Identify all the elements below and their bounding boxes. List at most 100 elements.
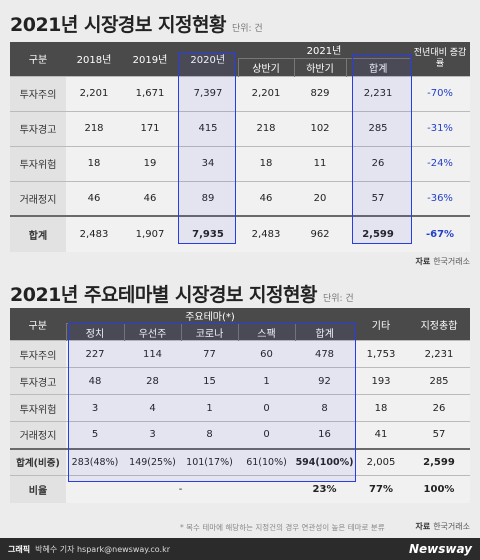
header-category: 구분 [10, 42, 66, 76]
sum-label: 합계(비중) [10, 447, 66, 476]
cell-change: -24% [410, 145, 471, 181]
footer-bar: 그래픽 박혜수 기자 hspark@newsway.co.kr Newsway [0, 538, 480, 560]
table-row: 투자경고 218 171 415 218 102 285 -31% [10, 110, 471, 146]
cell-politics: 3 [66, 394, 124, 422]
cell-2019: 1,671 [122, 75, 178, 111]
sum-corona: 101(17%) [181, 447, 238, 476]
cell-2018: 2,201 [66, 75, 122, 111]
table-row: 투자주의 227 114 77 60 478 1,753 2,231 [10, 340, 470, 368]
sum-spac: 61(10%) [238, 447, 295, 476]
header-2021: 2021년 [238, 42, 411, 58]
table2-header-row-bottom: 정치 우선주 코로나 스팩 합계 [10, 323, 470, 341]
section2-title: 2021년 주요테마별 시장경보 지정현황 단위: 건 [10, 280, 354, 307]
theme-alert-table: 구분 주요테마(*) 기타 지정총합 정치 우선주 코로나 스팩 합계 투자주의… [10, 308, 470, 503]
cell-2019: 19 [122, 145, 178, 181]
row-label: 투자경고 [10, 367, 66, 395]
header-politics: 정치 [65, 323, 124, 341]
cell-h2: 20 [294, 180, 346, 216]
cell-subtotal: 8 [295, 394, 354, 422]
section1-source: 자료 한국거래소 [415, 256, 470, 267]
sum-label: 합계 [10, 215, 66, 252]
cell-2020: 34 [178, 145, 238, 181]
cell-preferred-stock: 28 [124, 367, 181, 395]
cell-total: 2,231 [346, 75, 411, 111]
table-row: 투자경고 48 28 15 1 92 193 285 [10, 367, 470, 395]
table-row: 투자위험 18 19 34 18 11 26 -24% [10, 145, 471, 181]
section1-unit: 단위: 건 [231, 24, 263, 34]
cell-2018: 218 [66, 110, 122, 146]
cell-h2: 829 [294, 75, 346, 111]
header-2019: 2019년 [122, 42, 178, 76]
cell-2020: 7,397 [178, 75, 238, 111]
cell-corona: 77 [181, 340, 238, 368]
footer-credit-label: 그래픽 [8, 544, 31, 554]
header-other: 기타 [354, 308, 408, 341]
source-text: 한국거래소 [433, 257, 470, 266]
brand-logo: Newsway [408, 542, 472, 556]
row-label: 투자주의 [10, 340, 66, 368]
cell-2019: 171 [122, 110, 178, 146]
header-total: 합계 [345, 57, 411, 76]
header-preferred-stock: 우선주 [123, 323, 181, 341]
cell-corona: 8 [181, 421, 238, 449]
sum-2019: 1,907 [122, 215, 178, 252]
cell-total: 57 [346, 180, 411, 216]
cell-politics: 5 [66, 421, 124, 449]
cell-grand-total: 2,231 [408, 340, 470, 368]
cell-total: 285 [346, 110, 411, 146]
sum-h1: 2,483 [238, 215, 294, 252]
row-label: 투자경고 [10, 110, 66, 146]
sum-subtotal: 594(100%) [295, 447, 354, 476]
section2-footnote: * 복수 테마에 해당하는 지정건의 경우 연관성이 높은 테마로 분류 [180, 523, 385, 532]
cell-politics: 227 [66, 340, 124, 368]
row-label: 투자위험 [10, 394, 66, 422]
cell-total: 26 [346, 145, 411, 181]
cell-subtotal: 92 [295, 367, 354, 395]
cell-h1: 18 [238, 145, 294, 181]
sum-2020: 7,935 [178, 215, 238, 252]
ratio-dash: - [66, 475, 295, 503]
cell-preferred-stock: 114 [124, 340, 181, 368]
row-label: 거래정지 [10, 421, 66, 449]
ratio-label: 비율 [10, 475, 66, 503]
table-sum-row: 합계 2,483 1,907 7,935 2,483 962 2,599 -67… [10, 215, 471, 252]
table-row: 거래정지 46 46 89 46 20 57 -36% [10, 180, 471, 216]
sum-grand-total: 2,599 [408, 447, 470, 476]
row-label: 투자주의 [10, 75, 66, 111]
ratio-subtotal: 23% [295, 475, 354, 503]
table-ratio-row: 비율 - 23% 77% 100% [10, 475, 470, 503]
cell-spac: 60 [238, 340, 295, 368]
cell-corona: 1 [181, 394, 238, 422]
table-row: 투자주의 2,201 1,671 7,397 2,201 829 2,231 -… [10, 75, 471, 111]
cell-preferred-stock: 4 [124, 394, 181, 422]
section1-title: 2021년 시장경보 지정현황 단위: 건 [10, 10, 263, 37]
header-h1: 상반기 [237, 57, 294, 76]
row-label: 투자위험 [10, 145, 66, 181]
header-grand-total: 지정총합 [408, 308, 470, 341]
cell-other: 1,753 [354, 340, 408, 368]
table-row: 거래정지 5 3 8 0 16 41 57 [10, 421, 470, 449]
cell-grand-total: 26 [408, 394, 470, 422]
cell-grand-total: 285 [408, 367, 470, 395]
cell-h2: 102 [294, 110, 346, 146]
cell-spac: 0 [238, 421, 295, 449]
sum-h2: 962 [294, 215, 346, 252]
row-label: 거래정지 [10, 180, 66, 216]
cell-h1: 46 [238, 180, 294, 216]
sum-preferred-stock: 149(25%) [124, 447, 181, 476]
section1-title-text: 2021년 시장경보 지정현황 [10, 14, 226, 36]
ratio-other: 77% [354, 475, 408, 503]
table1-header-row-top: 구분 2018년 2019년 2020년 2021년 전년대비 증감률 [10, 42, 471, 76]
cell-2018: 46 [66, 180, 122, 216]
header-corona: 코로나 [180, 323, 238, 341]
cell-preferred-stock: 3 [124, 421, 181, 449]
source-label: 자료 [415, 257, 431, 266]
header-theme: 주요테마(*) [66, 308, 354, 324]
cell-other: 193 [354, 367, 408, 395]
header-spac: 스팩 [237, 323, 295, 341]
source-label: 자료 [415, 522, 431, 531]
cell-2020: 89 [178, 180, 238, 216]
sum-other: 2,005 [354, 447, 408, 476]
header-change: 전년대비 증감률 [410, 42, 471, 76]
cell-change: -36% [410, 180, 471, 216]
